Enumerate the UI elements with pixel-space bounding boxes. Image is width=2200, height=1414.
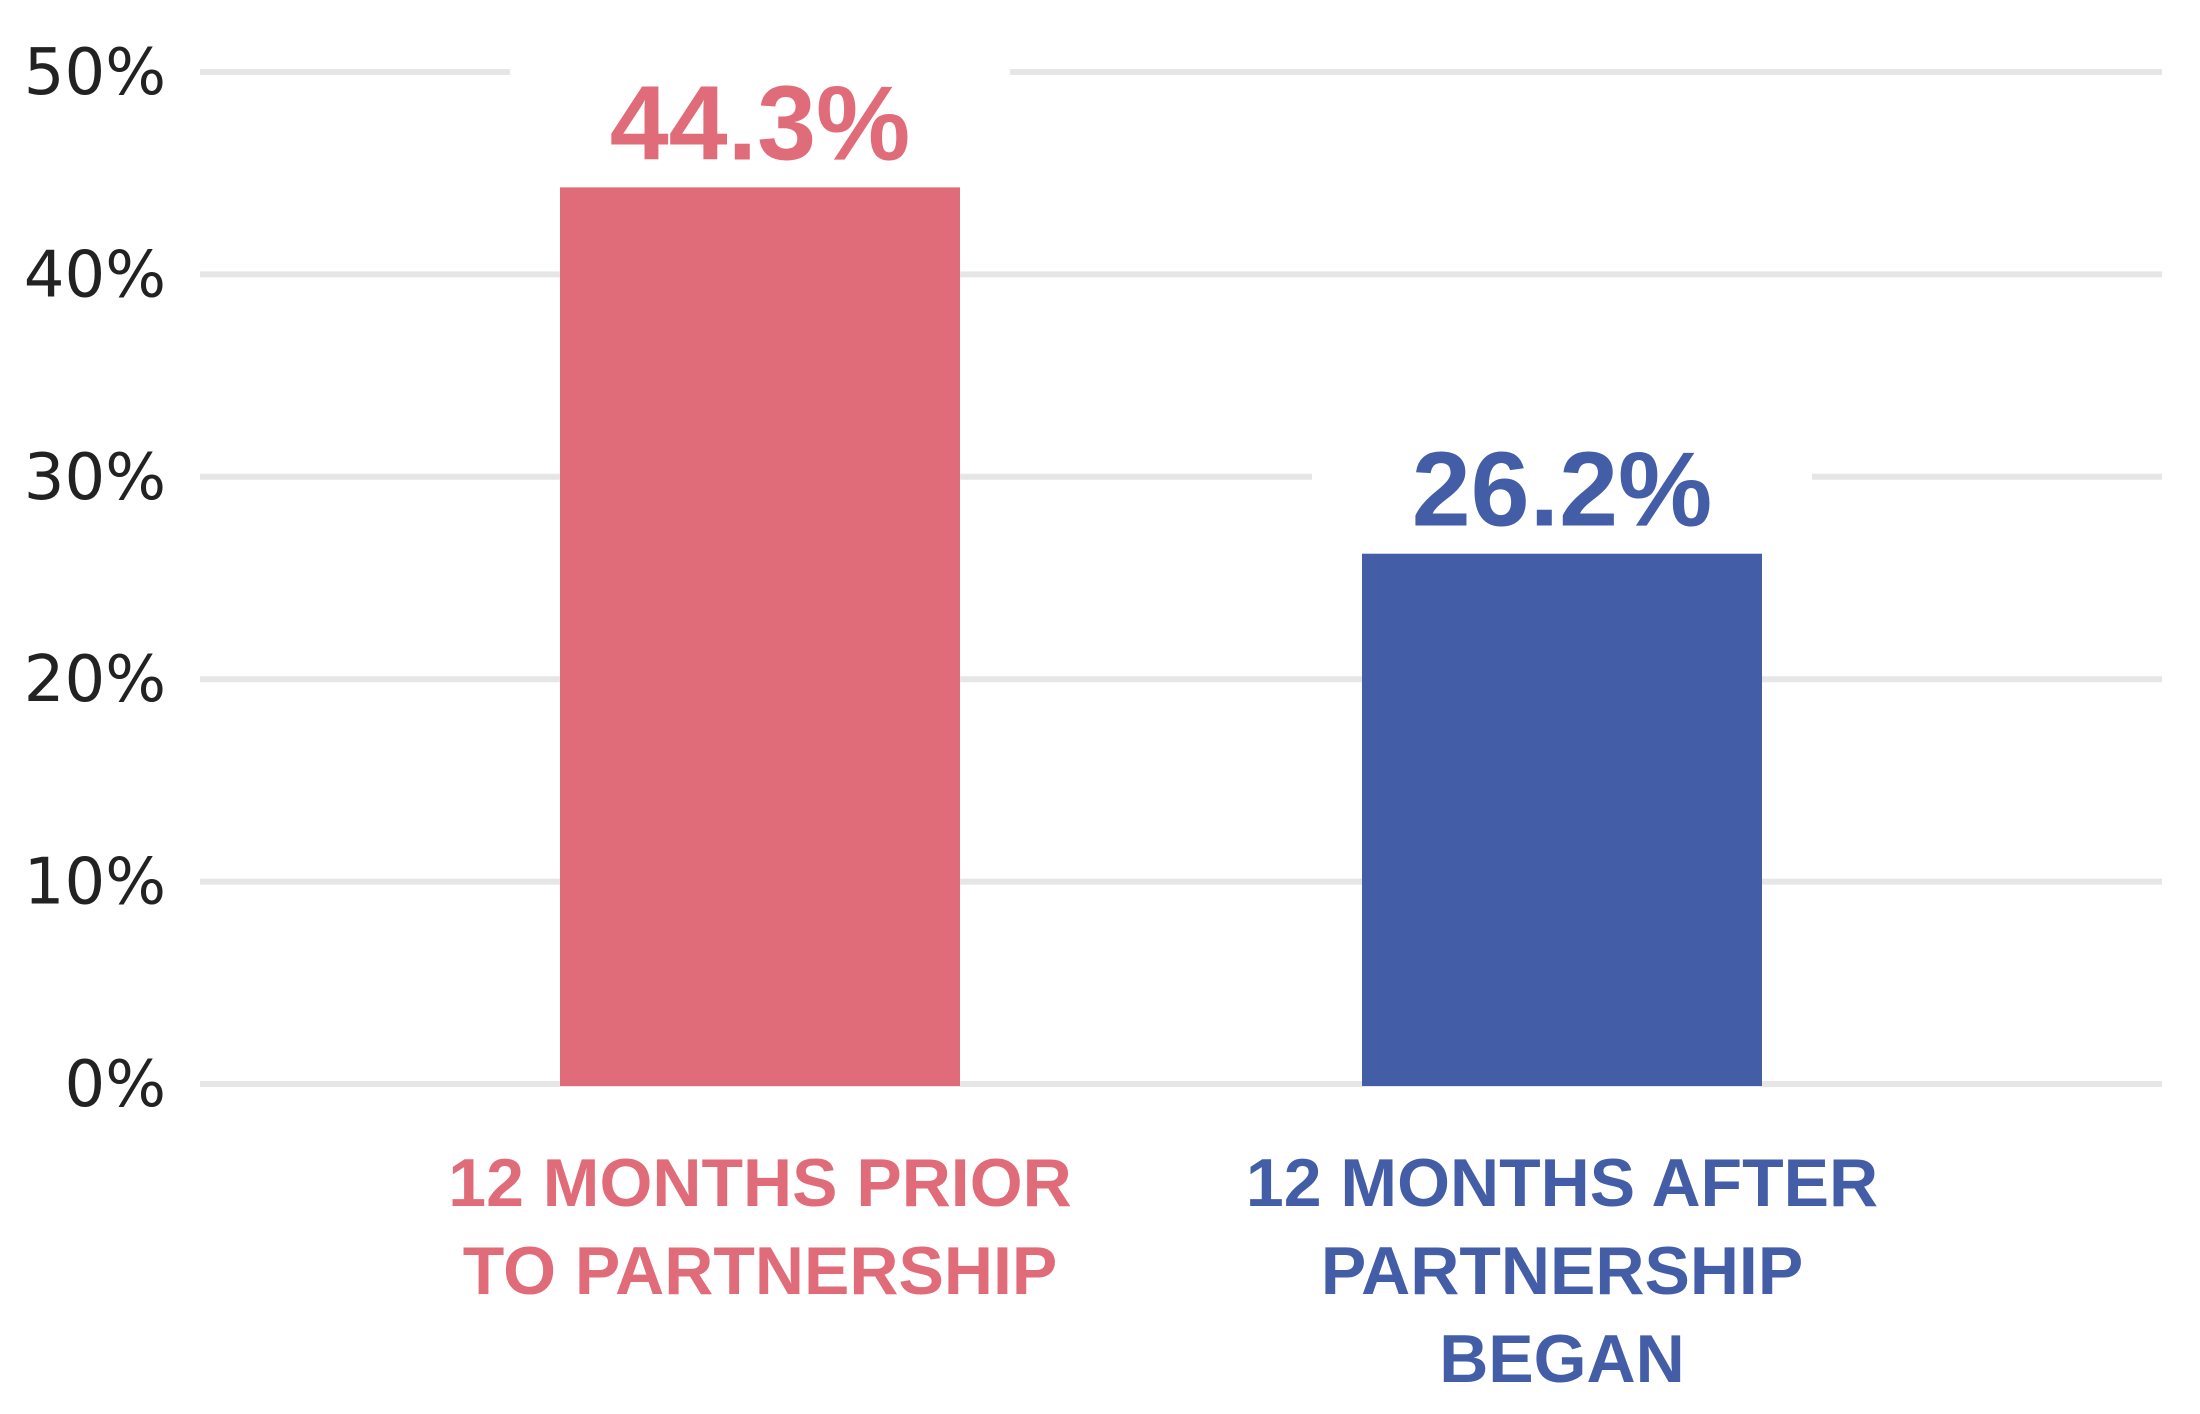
y-tick-label: 20% xyxy=(24,643,166,717)
y-tick-label: 0% xyxy=(64,1048,166,1122)
bars xyxy=(560,187,1762,1087)
y-tick-label: 40% xyxy=(24,238,166,312)
y-axis-ticks: 0% 10% 20% 30% 40% 50% xyxy=(24,36,166,1122)
value-labels: 44.3% 26.2% xyxy=(510,63,1812,549)
gridlines xyxy=(200,69,2162,1087)
category-label-line: 12 MONTHS AFTER xyxy=(1246,1145,1878,1221)
value-label: 26.2% xyxy=(1412,431,1713,549)
y-tick-label: 50% xyxy=(24,36,166,110)
value-label-backdrop xyxy=(510,63,1010,182)
value-label: 44.3% xyxy=(610,64,911,182)
bar xyxy=(1362,553,1762,1086)
category-label-line: BEGAN xyxy=(1439,1321,1685,1397)
category-label-line: 12 MONTHS PRIOR xyxy=(448,1145,1071,1221)
category-label-line: PARTNERSHIP xyxy=(1321,1233,1803,1309)
y-tick-label: 10% xyxy=(24,846,166,920)
category-label-line: TO PARTNERSHIP xyxy=(463,1233,1057,1309)
bar xyxy=(560,187,960,1087)
y-tick-label: 30% xyxy=(24,441,166,515)
value-label-backdrop xyxy=(1312,429,1812,548)
category-labels: 12 MONTHS PRIOR TO PARTNERSHIP 12 MONTHS A… xyxy=(448,1145,1878,1397)
